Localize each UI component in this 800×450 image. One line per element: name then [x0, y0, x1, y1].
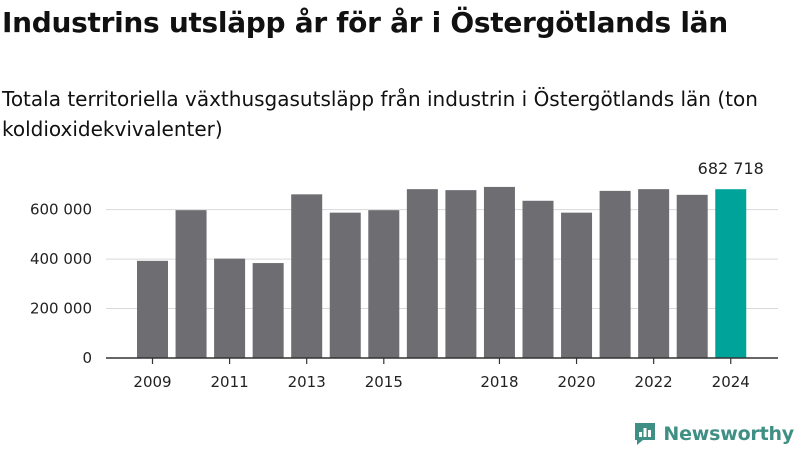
- bar: [445, 190, 477, 358]
- bar: [561, 212, 593, 358]
- bar: [329, 212, 361, 358]
- x-tick-label: 2022: [635, 373, 673, 391]
- x-tick-label: 2020: [557, 373, 595, 391]
- y-tick-label: 0: [82, 349, 92, 367]
- bar: [406, 189, 438, 358]
- chat-bubble-bar-chart-icon: [635, 423, 656, 445]
- x-tick-label: 2018: [480, 373, 518, 391]
- bar: [368, 210, 400, 358]
- brand-name: Newsworthy: [663, 423, 794, 445]
- x-tick-label: 2011: [211, 373, 249, 391]
- bar: [291, 194, 323, 358]
- bar-highlight: [715, 189, 747, 358]
- y-tick-label: 400 000: [30, 250, 92, 268]
- bar: [522, 200, 554, 358]
- chart-subtitle: Totala territoriella växthusgasutsläpp f…: [2, 87, 758, 141]
- newsworthy-logo: Newsworthy: [633, 421, 794, 447]
- chart-title: Industrins utsläpp år för år i Östergötl…: [2, 6, 728, 39]
- bar: [252, 263, 284, 358]
- x-tick-label: 2015: [365, 373, 403, 391]
- x-tick-label: 2013: [288, 373, 326, 391]
- data-label: 682 718: [698, 159, 764, 178]
- bar: [638, 189, 670, 358]
- y-tick-label: 600 000: [30, 201, 92, 219]
- y-tick-label: 200 000: [30, 300, 92, 318]
- bar: [599, 190, 631, 358]
- x-tick-label: 2009: [133, 373, 171, 391]
- x-tick-label: 2024: [712, 373, 750, 391]
- bar: [137, 260, 168, 358]
- bar: [175, 210, 207, 358]
- bar: [214, 258, 246, 358]
- bar: [676, 194, 708, 358]
- bar: [483, 186, 515, 358]
